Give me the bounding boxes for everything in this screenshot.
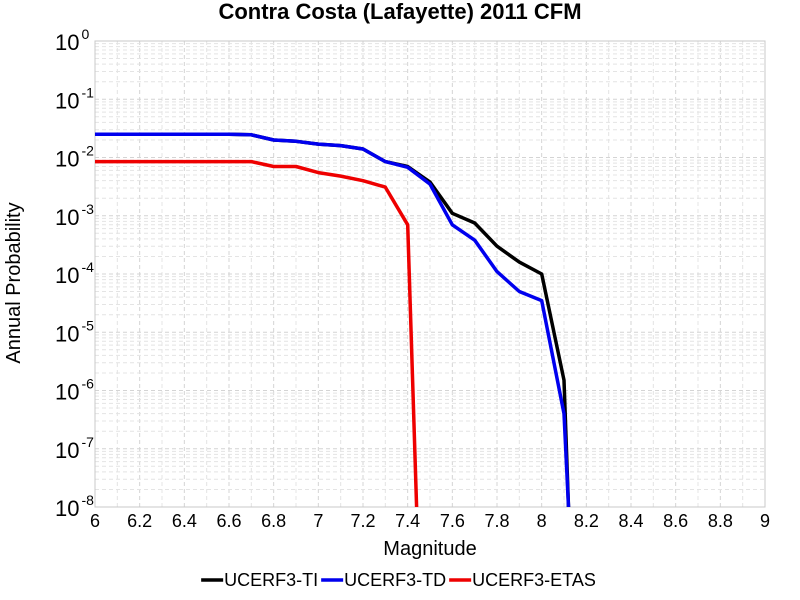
legend-label: UCERF3-ETAS	[472, 570, 596, 590]
y-tick-label: 10 -6	[55, 376, 94, 405]
y-tick-label: 10 -4	[55, 259, 94, 288]
x-tick-labels: 6 6.2 6.4 6.6 6.8 7 7.2 7.4 7.6 7.8 8 8.2 8.4 8.6 8.8 9	[90, 511, 770, 531]
x-tick-label: 8	[537, 511, 547, 531]
x-tick-label: 8.4	[618, 511, 643, 531]
legend-label: UCERF3-TD	[344, 570, 446, 590]
x-tick-label: 7.4	[395, 511, 420, 531]
x-tick-label: 9	[760, 511, 770, 531]
x-axis-label: Magnitude	[383, 538, 476, 560]
y-tick-label: 10 0	[55, 26, 89, 55]
x-tick-label: 8.6	[663, 511, 688, 531]
grid	[94, 40, 766, 508]
x-tick-label: 7.8	[484, 511, 509, 531]
x-tick-label: 8.2	[574, 511, 599, 531]
y-tick-label: 10 -2	[55, 143, 94, 172]
y-axis-label: Annual Probability	[3, 202, 25, 363]
legend-label: UCERF3-TI	[224, 570, 318, 590]
y-tick-label: 10 -5	[55, 317, 94, 346]
x-tick-label: 6.6	[216, 511, 241, 531]
x-tick-label: 7.2	[350, 511, 375, 531]
y-tick-label: 10 -3	[55, 201, 94, 230]
x-tick-label: 6	[90, 511, 100, 531]
x-tick-label: 6.4	[172, 511, 197, 531]
x-tick-label: 6.2	[127, 511, 152, 531]
x-tick-label: 8.8	[708, 511, 733, 531]
x-tick-label: 7	[313, 511, 323, 531]
legend: UCERF3-TI UCERF3-TD UCERF3-ETAS	[201, 570, 596, 590]
x-tick-label: 6.8	[261, 511, 286, 531]
y-tick-label: 10 -7	[55, 434, 94, 463]
series-layer	[95, 132, 571, 507]
x-tick-label: 7.6	[440, 511, 465, 531]
plot-area	[94, 40, 766, 508]
y-tick-label: 10 -8	[55, 492, 94, 521]
y-tick-label: 10 -1	[55, 84, 94, 113]
chart-title: Contra Costa (Lafayette) 2011 CFM	[218, 0, 581, 24]
series-line-ucerf3-td	[95, 132, 571, 507]
series-line-ucerf3-etas	[95, 159, 419, 507]
